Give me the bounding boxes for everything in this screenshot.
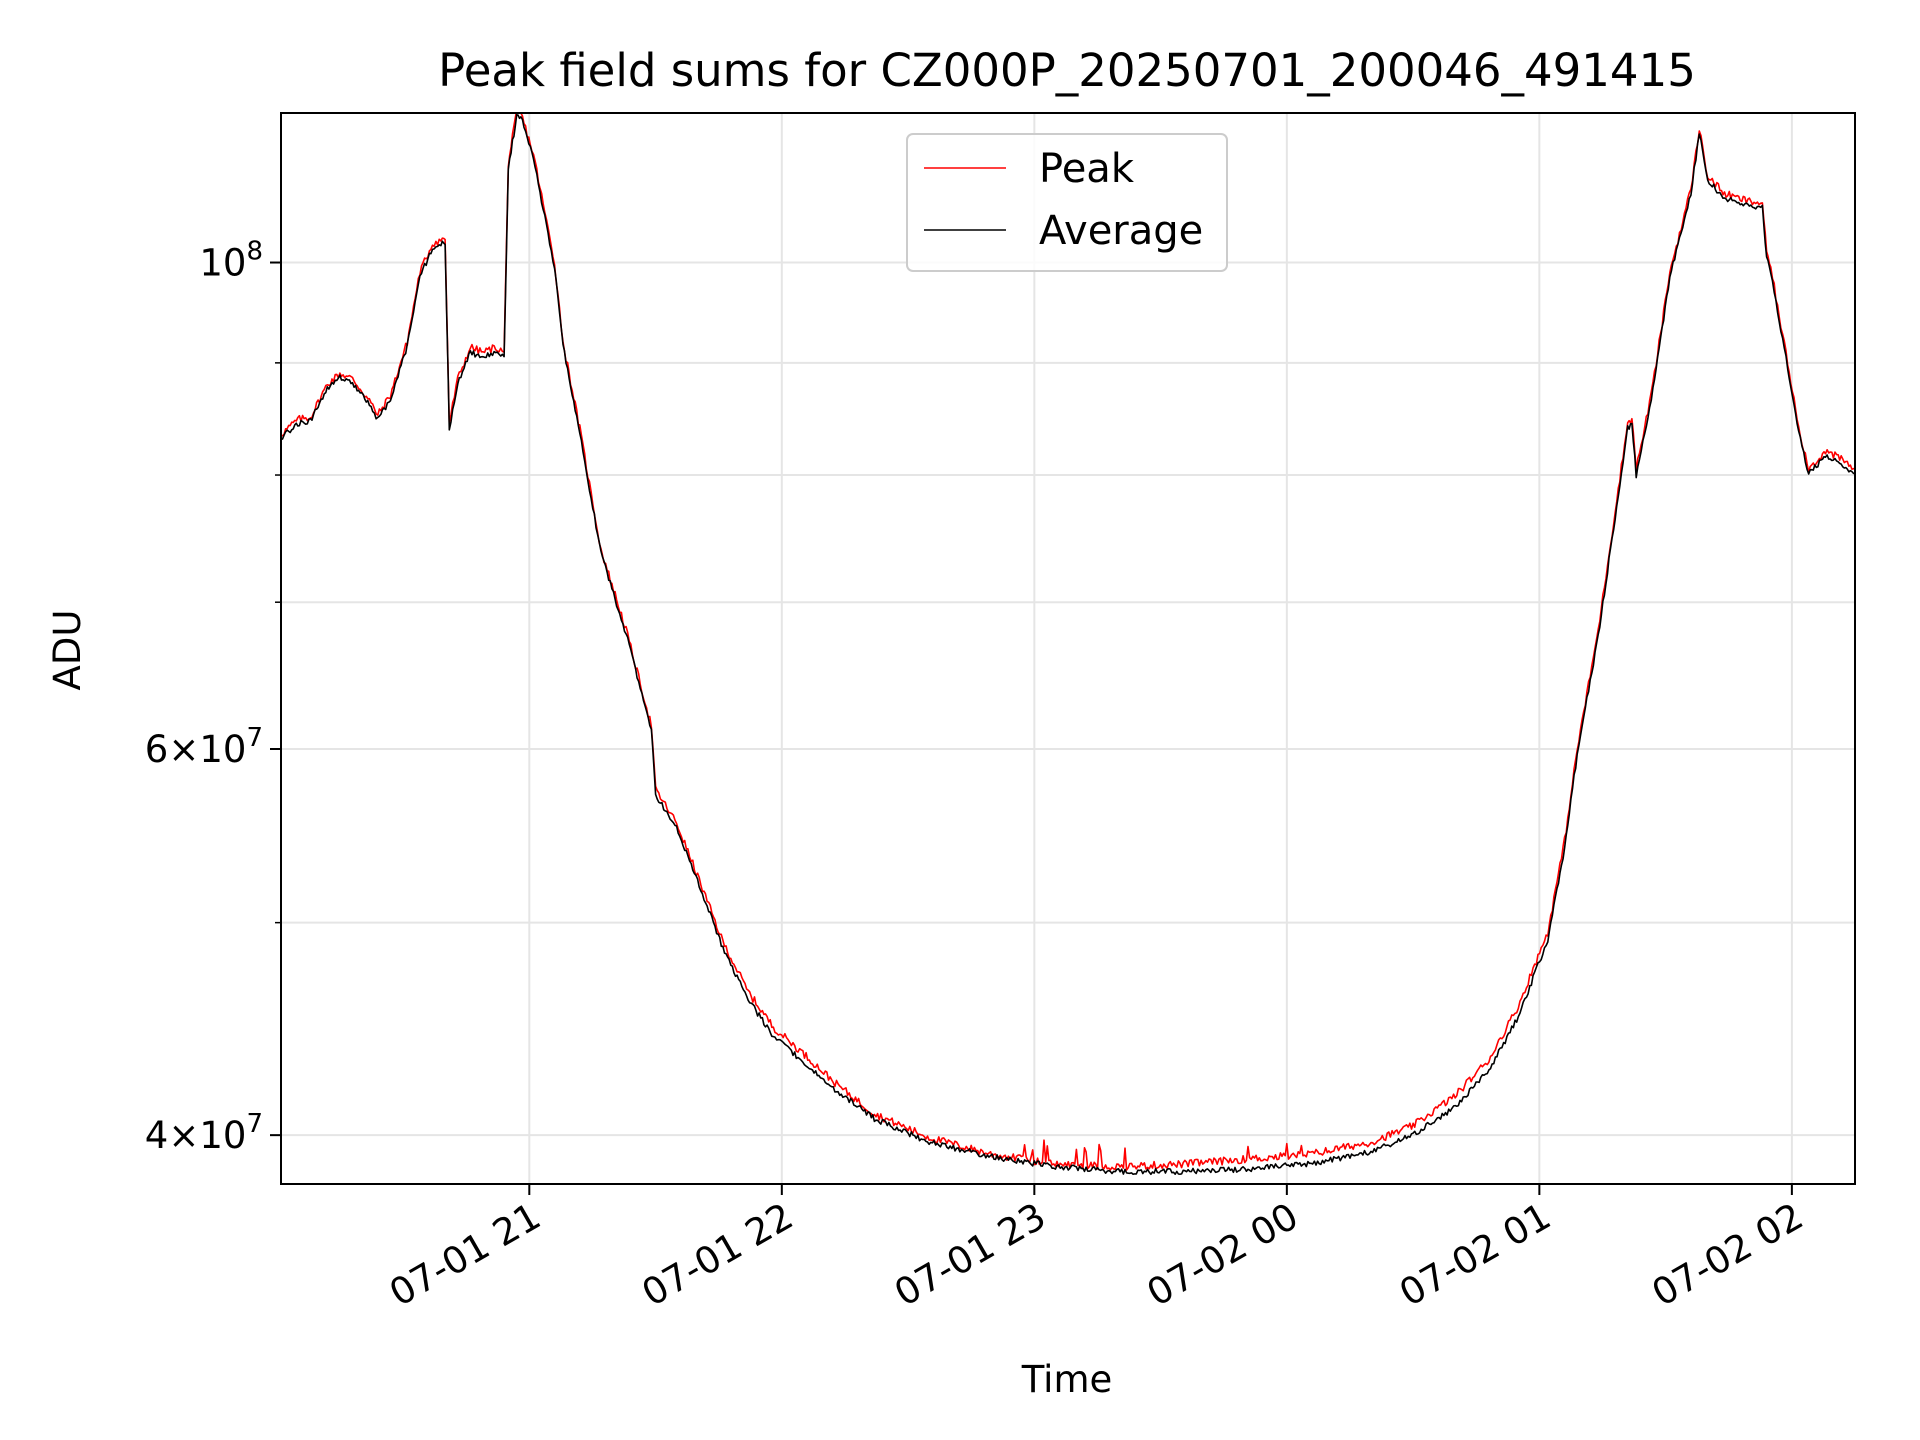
y-axis-label: ADU [46,610,89,691]
y-tick-label: 6×107 [145,723,263,771]
y-tick-exponent: 7 [246,1109,263,1139]
series-line-average [281,114,1855,1176]
grid-layer [281,113,1855,1184]
chart-title: Peak field sums for CZ000P_20250701_2000… [438,44,1696,97]
x-axis-label: Time [1021,1358,1113,1401]
y-tick-base: 10 [199,242,246,285]
legend-label-average: Average [1039,208,1203,254]
y-tick-base: 10 [199,728,246,771]
y-tick-times: × [168,1114,199,1157]
y-tick-mantissa: 6 [145,728,169,771]
series-layer [281,113,1855,1176]
y-tick-exponent: 8 [246,237,263,267]
y-tick-mantissa: 4 [145,1114,169,1157]
y-tick-times: × [168,728,199,771]
y-tick-exponent: 7 [246,723,263,753]
y-tick-label: 108 [199,237,263,285]
plot-area-frame [280,112,1856,1185]
legend: Peak Average [906,133,1228,272]
legend-label-peak: Peak [1039,146,1135,192]
y-tick-label: 4×107 [145,1109,263,1157]
y-tick-base: 10 [199,1114,246,1157]
